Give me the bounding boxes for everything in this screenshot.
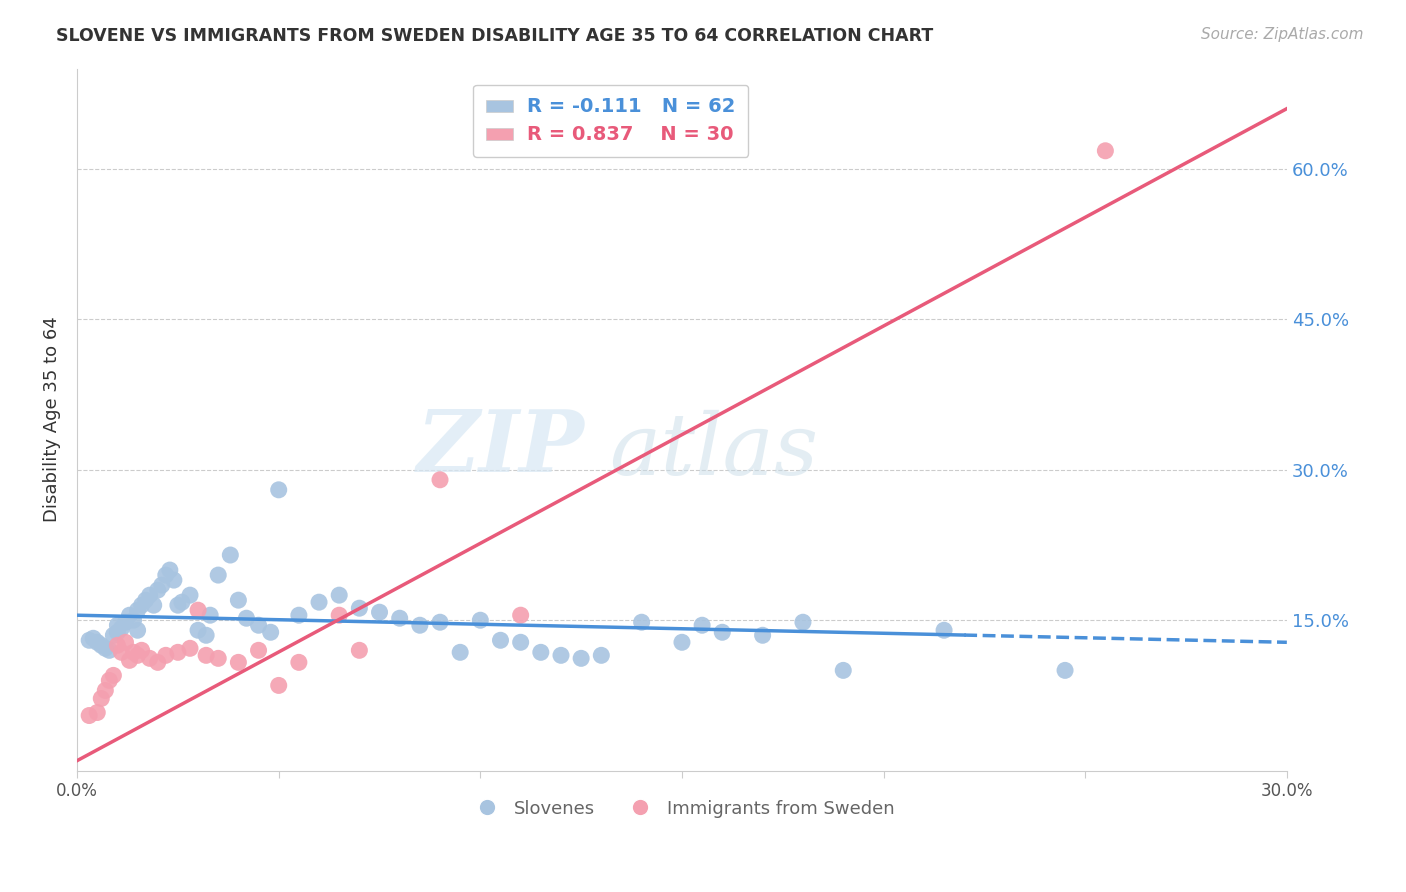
Point [267,483,290,497]
Point [489,633,512,648]
Point [135,593,157,607]
Point [349,643,371,657]
Point [470,613,492,627]
Point [107,618,129,632]
Point [509,635,531,649]
Point [138,588,160,602]
Point [1094,144,1116,158]
Point [77,708,100,723]
Point [94,641,117,656]
Point [155,568,177,582]
Text: SLOVENE VS IMMIGRANTS FROM SWEDEN DISABILITY AGE 35 TO 64 CORRELATION CHART: SLOVENE VS IMMIGRANTS FROM SWEDEN DISABI… [56,27,934,45]
Point [179,641,201,656]
Point [308,595,330,609]
Point [932,624,955,638]
Point [195,648,218,663]
Point [131,643,153,657]
Point [247,643,270,657]
Point [207,568,229,582]
Point [368,605,391,619]
Text: atlas: atlas [609,409,818,492]
Point [179,588,201,602]
Point [103,668,125,682]
Point [86,635,108,649]
Point [146,656,169,670]
Point [146,583,169,598]
Point [118,653,141,667]
Point [288,656,311,670]
Point [195,628,218,642]
Point [82,632,104,646]
Point [591,648,613,663]
Point [711,625,734,640]
Point [86,706,108,720]
Point [150,578,173,592]
Point [127,624,149,638]
Point [530,645,553,659]
Point [122,613,145,627]
Point [751,628,773,642]
Point [259,625,281,640]
Point [267,678,290,692]
Point [630,615,652,630]
Text: ZIP: ZIP [418,406,585,490]
Point [167,645,190,659]
Point [449,645,471,659]
Point [90,691,112,706]
Point [328,588,350,602]
Point [550,648,572,663]
Point [114,635,136,649]
Legend: Slovenes, Immigrants from Sweden: Slovenes, Immigrants from Sweden [461,792,903,825]
Point [127,603,149,617]
Point [228,593,250,607]
Point [94,683,117,698]
Point [131,598,153,612]
Point [110,621,132,635]
Point [288,608,311,623]
Point [107,638,129,652]
Point [349,601,371,615]
Point [103,628,125,642]
Point [122,645,145,659]
Point [142,598,165,612]
Point [569,651,592,665]
Y-axis label: Disability Age 35 to 64: Disability Age 35 to 64 [44,317,60,523]
Point [228,656,250,670]
Point [207,651,229,665]
Point [1054,664,1077,678]
Point [187,624,209,638]
Point [98,643,121,657]
Point [77,633,100,648]
Point [107,625,129,640]
Point [127,648,149,663]
Point [247,618,270,632]
Point [170,595,193,609]
Point [138,651,160,665]
Point [98,673,121,688]
Point [671,635,693,649]
Point [118,608,141,623]
Point [167,598,190,612]
Point [509,608,531,623]
Point [832,664,855,678]
Point [187,603,209,617]
Point [235,611,257,625]
Point [198,608,221,623]
Point [792,615,814,630]
Point [690,618,713,632]
Point [429,473,451,487]
Point [159,563,181,577]
Point [90,638,112,652]
Text: Source: ZipAtlas.com: Source: ZipAtlas.com [1201,27,1364,42]
Point [114,615,136,630]
Point [155,648,177,663]
Point [388,611,411,625]
Point [429,615,451,630]
Point [219,548,242,562]
Point [110,645,132,659]
Point [163,573,186,587]
Point [409,618,432,632]
Point [328,608,350,623]
